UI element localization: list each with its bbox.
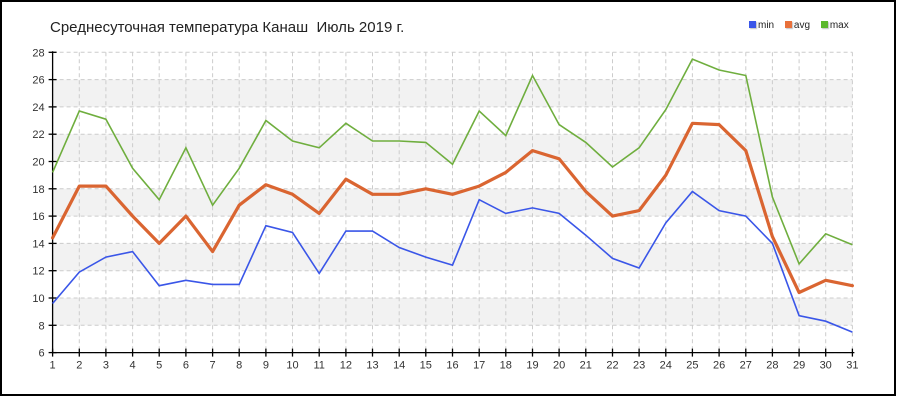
- svg-text:10: 10: [286, 360, 298, 372]
- svg-text:7: 7: [210, 360, 216, 372]
- svg-text:31: 31: [846, 360, 858, 372]
- svg-text:6: 6: [38, 348, 44, 360]
- svg-text:23: 23: [633, 360, 645, 372]
- svg-text:5: 5: [156, 360, 162, 372]
- svg-text:12: 12: [340, 360, 352, 372]
- svg-text:16: 16: [32, 211, 44, 223]
- svg-text:16: 16: [446, 360, 458, 372]
- svg-text:29: 29: [793, 360, 805, 372]
- svg-text:20: 20: [32, 157, 44, 169]
- svg-text:4: 4: [130, 360, 136, 372]
- svg-text:28: 28: [766, 360, 778, 372]
- svg-text:24: 24: [660, 360, 672, 372]
- svg-text:10: 10: [32, 293, 44, 305]
- svg-text:25: 25: [686, 360, 698, 372]
- svg-text:13: 13: [366, 360, 378, 372]
- svg-text:28: 28: [32, 47, 44, 59]
- svg-text:3: 3: [103, 360, 109, 372]
- svg-text:24: 24: [32, 102, 44, 114]
- svg-text:14: 14: [393, 360, 405, 372]
- svg-text:20: 20: [553, 360, 565, 372]
- svg-text:26: 26: [32, 75, 44, 87]
- svg-text:14: 14: [32, 238, 44, 250]
- svg-text:9: 9: [263, 360, 269, 372]
- svg-text:15: 15: [420, 360, 432, 372]
- svg-text:6: 6: [183, 360, 189, 372]
- svg-text:21: 21: [580, 360, 592, 372]
- svg-text:19: 19: [526, 360, 538, 372]
- svg-text:30: 30: [820, 360, 832, 372]
- svg-text:18: 18: [32, 184, 44, 196]
- svg-text:27: 27: [740, 360, 752, 372]
- svg-text:8: 8: [38, 320, 44, 332]
- svg-text:22: 22: [32, 129, 44, 141]
- svg-text:17: 17: [473, 360, 485, 372]
- svg-text:22: 22: [606, 360, 618, 372]
- svg-text:12: 12: [32, 266, 44, 278]
- svg-text:2: 2: [76, 360, 82, 372]
- svg-text:11: 11: [313, 360, 324, 372]
- svg-text:18: 18: [500, 360, 512, 372]
- svg-text:8: 8: [236, 360, 242, 372]
- svg-text:1: 1: [50, 360, 56, 372]
- svg-text:26: 26: [713, 360, 725, 372]
